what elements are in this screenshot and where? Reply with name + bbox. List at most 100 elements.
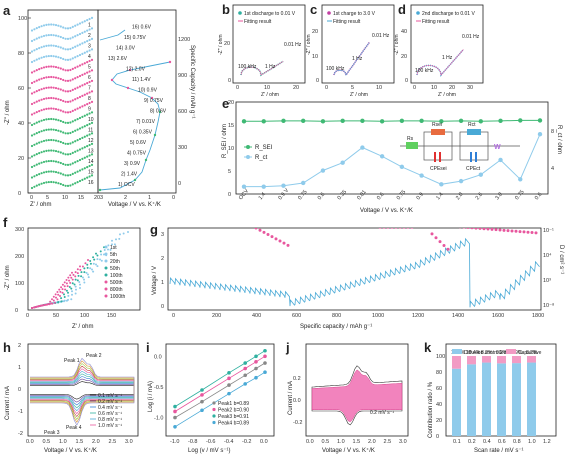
panel-a-spectrum-5-point (54, 139, 58, 142)
panel-a-spectrum-9-point (30, 102, 34, 106)
panel-a-spectrum-6-point (42, 129, 46, 132)
panel-a-spectrum-9-point (50, 96, 53, 100)
panel-f-point-1000th (47, 303, 50, 306)
panel-f-point-500th (56, 298, 59, 301)
panel-e-rsei-line (244, 119, 540, 122)
panel-h-legend-2: 0.4 mV s⁻¹ (98, 405, 122, 411)
panel-f-legend-7: 1000th (110, 294, 126, 300)
panel-g-diffusion-point (199, 223, 202, 226)
panel-g-diffusion-point (470, 228, 474, 230)
panel-d-xtick-2: 20 (449, 85, 455, 91)
panel-a-spectrum-11-point (81, 73, 84, 76)
panel-a-spectrum-11-point (88, 70, 91, 73)
panel-a-spectrum-14-point (66, 48, 70, 51)
panel-a-spectrum-10-point (62, 89, 65, 92)
panel-a-spectrum-5-point (64, 142, 67, 145)
panel-a-spectrum-4-point (40, 151, 43, 154)
panel-a-spectrum-2-point (88, 164, 91, 168)
panel-a-spectra (30, 16, 94, 190)
panel-a-spectrum-2-point (59, 172, 62, 175)
panel-f-legend-marker-5 (104, 280, 108, 284)
panel-c-xlabel: Z' / ohm (350, 92, 368, 98)
panel-a-spectrum-5-point (83, 135, 86, 138)
panel-f-point-1000th (49, 300, 52, 303)
panel-f-legend-0: 1st (110, 245, 117, 251)
panel-a-spectrum-6-point (86, 124, 89, 127)
panel-a-spectrum-9-point (64, 100, 67, 103)
panel-e-rct-point (320, 168, 326, 173)
panel-a-spectrum-8-point (69, 110, 72, 114)
panel-e-xtick-4: 0.6 (317, 192, 327, 202)
panel-a-spectrum-2-point (83, 167, 86, 170)
panel-i-ytick-labels: -1.0 -0.5 0.0 (154, 354, 163, 421)
panel-a-spectrum-13-point (83, 51, 86, 54)
panel-h-xtick-3: 1.5 (76, 439, 84, 445)
panel-a-spectrum-2-point (50, 170, 53, 173)
panel-k-legend-diffusion: Diffusion controlled (464, 350, 507, 356)
panel-a-spectrum-index-4: 13 (88, 149, 94, 155)
panel-a-spectrum-11-point (35, 79, 38, 82)
panel-g-diffusion-point (394, 228, 398, 229)
panel-g-diffusion-point (266, 233, 270, 237)
panel-g-diffusion-point (406, 228, 410, 229)
panel-f-ytick-0: 0 (15, 308, 18, 314)
circuit-cpect-plate-1 (470, 152, 472, 162)
panel-e-rsei-point (518, 118, 523, 123)
panel-h-ytick-3: 1 (18, 365, 21, 371)
panel-a-spectrum-7-point (83, 114, 86, 117)
panel-g-xtick-7: 1400 (452, 313, 464, 319)
panel-g-diffusion-points (199, 223, 538, 251)
panel-a-spectrum-11-point (64, 79, 67, 82)
panel-f-point-5th (87, 273, 89, 276)
panel-a-spectrum-2-point (74, 171, 77, 174)
panel-a-spectrum-14-point (54, 44, 58, 48)
panel-j-ytick-labels: -0.2 0.0 0.2 (293, 376, 302, 426)
panel-a-spectrum-10-point (40, 88, 43, 91)
panel-h-xtick-1: 0.5 (43, 439, 51, 445)
panel-j-xtick-3: 1.5 (353, 439, 361, 445)
panel-a-spectrum-5-point (33, 143, 36, 146)
panel-g-ytick-1: 1 (161, 280, 164, 286)
circuit-cpesei-plate-1 (434, 152, 436, 162)
panel-k-bar-diffusion-1.0 (527, 362, 536, 436)
panel-a-xtick-0: 0 (30, 195, 33, 201)
panel-a-spectrum-10-point (88, 80, 91, 84)
panel-i-letter: i (146, 340, 150, 355)
panel-a-spectrum-10-point (45, 86, 48, 89)
panel-d-legend-1: 2nd discharge to 0.01 V (422, 11, 475, 17)
panel-e-rct-point (518, 177, 523, 182)
panel-a-xlabel2: Voltage / V vs. K⁺/K (108, 201, 161, 208)
panel-a-spectrum-7-point (40, 119, 43, 122)
panel-f-xlabel: Z' / ohm (72, 324, 93, 330)
panel-a-spectrum-4-point (52, 149, 55, 152)
panel-f-legend-marker-1 (104, 252, 108, 256)
panel-a-spectrum-4-point (64, 153, 67, 156)
panel-j-xtick-labels: 0.0 0.5 1.0 1.5 2.0 2.5 3.0 (306, 439, 407, 445)
panel-f-point-800th (55, 296, 57, 299)
panel-a-spectrum-16-point (62, 26, 65, 29)
panel-a-spectrum-10-point (47, 86, 50, 89)
panel-a-spectrum-label-10: 10) 0.9V (138, 88, 158, 94)
panel-a-spectrum-index-11: 6 (88, 75, 91, 81)
panel-f-point-20th (100, 253, 103, 256)
panel-a-spectrum-8-point (45, 107, 48, 110)
panel-a-spectrum-12-point (30, 71, 34, 74)
panel-e-y2tick-0: 8 (551, 129, 554, 135)
panel-f-point-1000th (43, 304, 46, 307)
panel-a-spectrum-4-point (78, 148, 82, 151)
panel-c-legend-1: 1st charge to 3.0 V (333, 11, 376, 17)
panel-g-diffusion-point (223, 223, 226, 226)
panel-e-ytick-labels: 0 5 10 15 20 (228, 100, 234, 198)
panel-g-diffusion-point (434, 236, 438, 240)
panel-f-point-1st (87, 276, 90, 279)
panel-g-voltage-curve (169, 237, 540, 308)
panel-a-profile-line-2 (99, 29, 126, 41)
panel-a-spectrum-12-point (66, 69, 70, 72)
panel-g-ytick-3: 3 (161, 232, 164, 238)
panel-a-spectrum-1-point (33, 185, 36, 188)
panel-f-point-20th (85, 271, 88, 274)
panel-a-spectrum-3-point (54, 160, 58, 163)
panel-k-xtick-0: 0.1 (453, 439, 461, 445)
panel-g-diffusion-point (410, 228, 414, 229)
